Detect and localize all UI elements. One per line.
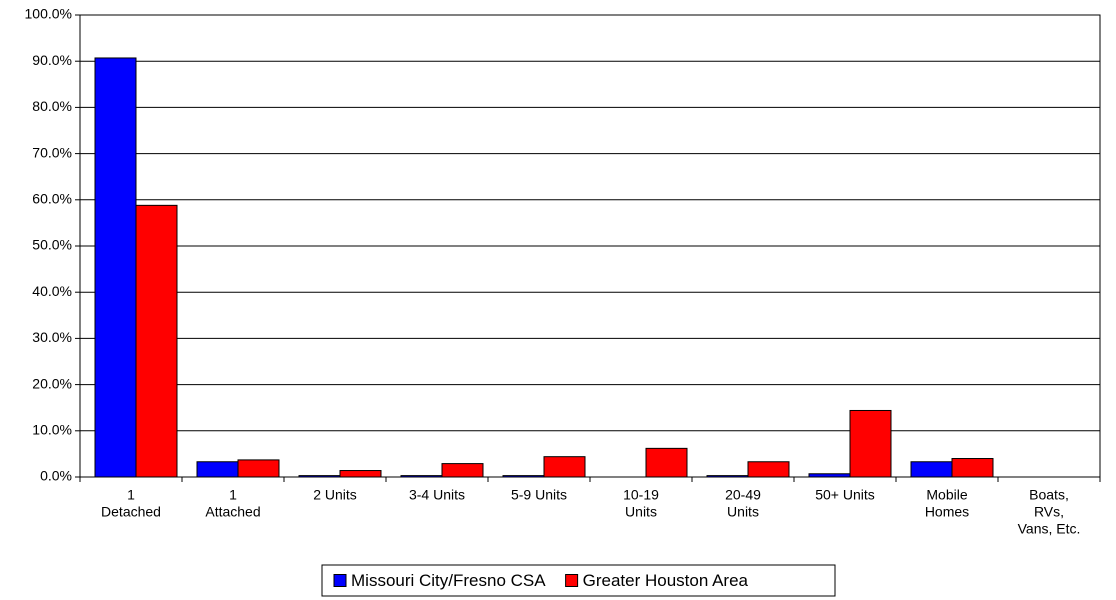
bar [135,204,178,478]
bar [339,470,382,478]
bar [808,473,851,478]
x-tick-label: RVs, [1034,504,1064,520]
y-tick-label: 10.0% [32,422,72,438]
x-tick-label: Vans, Etc. [1018,521,1081,537]
bar [502,475,545,478]
bar [196,461,239,478]
y-tick-label: 60.0% [32,191,72,207]
x-tick-label: Homes [925,504,969,520]
y-tick-label: 50.0% [32,237,72,253]
y-tick-label: 80.0% [32,98,72,114]
x-tick-label: 50+ Units [815,487,875,503]
bar [94,57,137,478]
x-tick-label: 2 Units [313,487,357,503]
bar [543,456,586,478]
x-tick-label: 1 [229,487,237,503]
bar [849,409,892,478]
legend-label: Missouri City/Fresno CSA [351,571,546,590]
y-tick-label: 30.0% [32,329,72,345]
x-tick-label: Boats, [1029,487,1069,503]
x-tick-label: Attached [205,504,260,520]
bar [400,475,443,478]
y-tick-label: 40.0% [32,283,72,299]
bar [747,461,790,478]
bar [645,447,688,478]
y-tick-label: 0.0% [40,468,72,484]
x-tick-label: 1 [127,487,135,503]
legend-swatch [333,574,347,587]
bar [237,459,280,478]
y-tick-label: 20.0% [32,375,72,391]
bar [441,463,484,478]
x-tick-label: 10-19 [623,487,659,503]
legend-label: Greater Houston Area [583,571,749,590]
bar [910,461,953,478]
y-tick-label: 70.0% [32,144,72,160]
bar [706,475,749,478]
x-tick-label: 3-4 Units [409,487,465,503]
y-tick-label: 90.0% [32,52,72,68]
x-tick-label: Detached [101,504,161,520]
legend-swatch [565,574,579,587]
bar [298,475,341,478]
x-tick-label: 20-49 [725,487,761,503]
x-tick-label: 5-9 Units [511,487,567,503]
x-tick-label: Units [625,504,657,520]
y-tick-label: 100.0% [25,6,72,22]
x-tick-label: Mobile [926,487,967,503]
bar [951,458,994,478]
legend-frame [321,564,836,597]
x-tick-label: Units [727,504,759,520]
